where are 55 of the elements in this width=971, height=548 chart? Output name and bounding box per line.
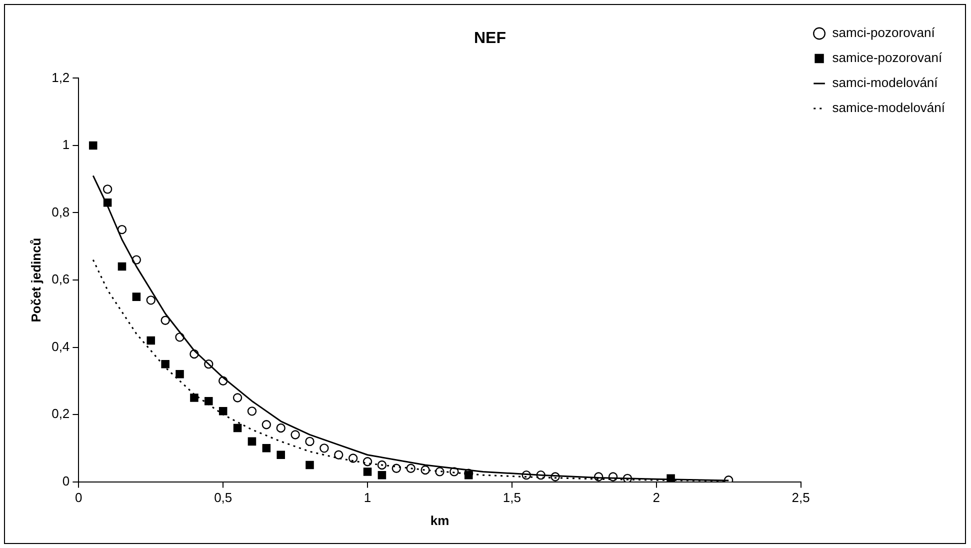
point <box>204 396 213 406</box>
x-axis-title: km <box>430 512 450 528</box>
point <box>290 430 300 440</box>
y-axis-title: Počet jedinců <box>28 238 44 322</box>
x-tick-label: 2,5 <box>792 490 810 506</box>
point <box>146 336 156 345</box>
point <box>435 467 444 476</box>
point <box>276 423 286 433</box>
point <box>232 393 242 402</box>
point <box>262 420 272 430</box>
x-tick-label: 1 <box>364 490 372 506</box>
point <box>146 296 156 305</box>
point <box>160 316 170 325</box>
point <box>305 436 314 446</box>
point <box>334 450 344 460</box>
y-tick-label: 1,2 <box>52 70 70 85</box>
y-tick-label: 1 <box>62 137 70 152</box>
point <box>102 184 112 194</box>
point <box>262 444 271 452</box>
point <box>276 450 285 460</box>
x-tick-label: 1,5 <box>502 490 521 506</box>
point <box>306 460 314 470</box>
point <box>420 465 430 475</box>
point <box>88 141 98 150</box>
point <box>176 370 184 378</box>
chart-title: NEF <box>474 30 506 48</box>
point <box>348 454 358 463</box>
legend-label: samice-modelování <box>832 100 946 116</box>
point <box>406 464 416 473</box>
legend-label: samci-pozorovaní <box>832 25 936 40</box>
x-tick-label: 0,5 <box>214 490 232 506</box>
legend-label: samice-pozorovaní <box>832 50 942 66</box>
y-tick-label: 0,8 <box>52 204 70 220</box>
point <box>218 407 228 416</box>
point <box>117 224 127 234</box>
x-tick-label: 2 <box>652 490 660 506</box>
x-tick-label: 0 <box>75 490 82 506</box>
point <box>363 468 372 476</box>
point <box>320 444 329 453</box>
point <box>161 360 170 368</box>
point <box>362 457 372 466</box>
point <box>248 437 256 446</box>
point <box>378 470 386 480</box>
point <box>247 406 257 416</box>
y-tick-label: 0,6 <box>52 272 70 287</box>
point <box>118 262 126 271</box>
y-tick-label: 0,2 <box>52 406 70 422</box>
y-tick-label: 0 <box>62 473 70 488</box>
point <box>190 394 198 402</box>
point <box>132 292 141 301</box>
point <box>377 460 387 470</box>
point <box>233 424 242 432</box>
y-tick-label: 0,4 <box>52 338 70 354</box>
point <box>392 464 401 473</box>
legend-label: samci-modelování <box>832 75 938 90</box>
